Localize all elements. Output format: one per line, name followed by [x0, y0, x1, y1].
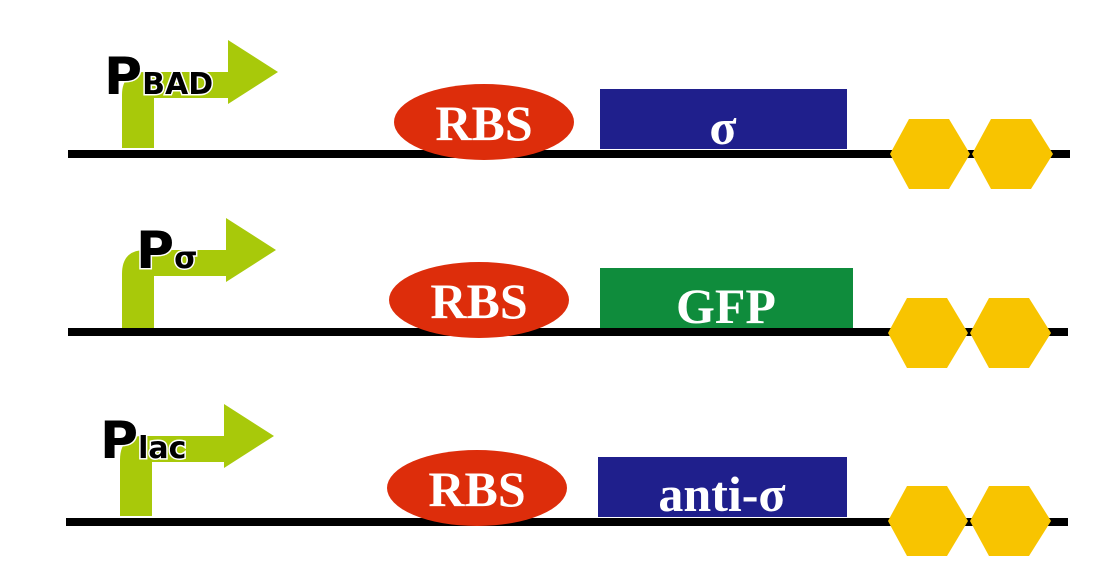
dna-backbone [68, 150, 1070, 158]
promoter-label: Plac [100, 411, 186, 471]
promoter-label-main: P [104, 47, 142, 107]
gene-box [598, 457, 847, 517]
bent-arrow-icon [122, 40, 278, 148]
rbs-label: RBS [435, 95, 532, 151]
double-hexagon-icon [890, 119, 1053, 189]
promoter-label-main: P [136, 221, 174, 281]
promoter-label-main: P [100, 411, 138, 471]
promoter-label-sub: σ [174, 241, 197, 276]
gene-box [600, 89, 847, 149]
bent-arrow-icon [122, 218, 276, 328]
construct-2: Pσ RBS GFP [68, 218, 1068, 368]
promoter-label: PBAD [104, 47, 213, 107]
rbs-label: RBS [428, 461, 525, 517]
rbs-oval [387, 450, 567, 526]
double-hexagon-icon [888, 298, 1051, 368]
promoter-label-sub: BAD [142, 67, 213, 102]
double-hexagon-icon [888, 486, 1051, 556]
rbs-label: RBS [430, 273, 527, 329]
bent-arrow-icon [120, 404, 274, 516]
rbs-oval [389, 262, 569, 338]
construct-3: Plac RBS anti-σ [66, 404, 1068, 556]
dna-backbone [68, 328, 1068, 336]
gene-box [600, 268, 853, 328]
gene-label: anti-σ [658, 466, 785, 522]
dna-backbone [66, 518, 1068, 526]
construct-1: PBAD RBS σ [68, 40, 1070, 189]
gene-label: σ [709, 99, 736, 155]
promoter-label: Pσ [136, 221, 198, 281]
promoter-label-sub: lac [138, 431, 186, 466]
gene-label: GFP [676, 278, 776, 334]
rbs-oval [394, 84, 574, 160]
